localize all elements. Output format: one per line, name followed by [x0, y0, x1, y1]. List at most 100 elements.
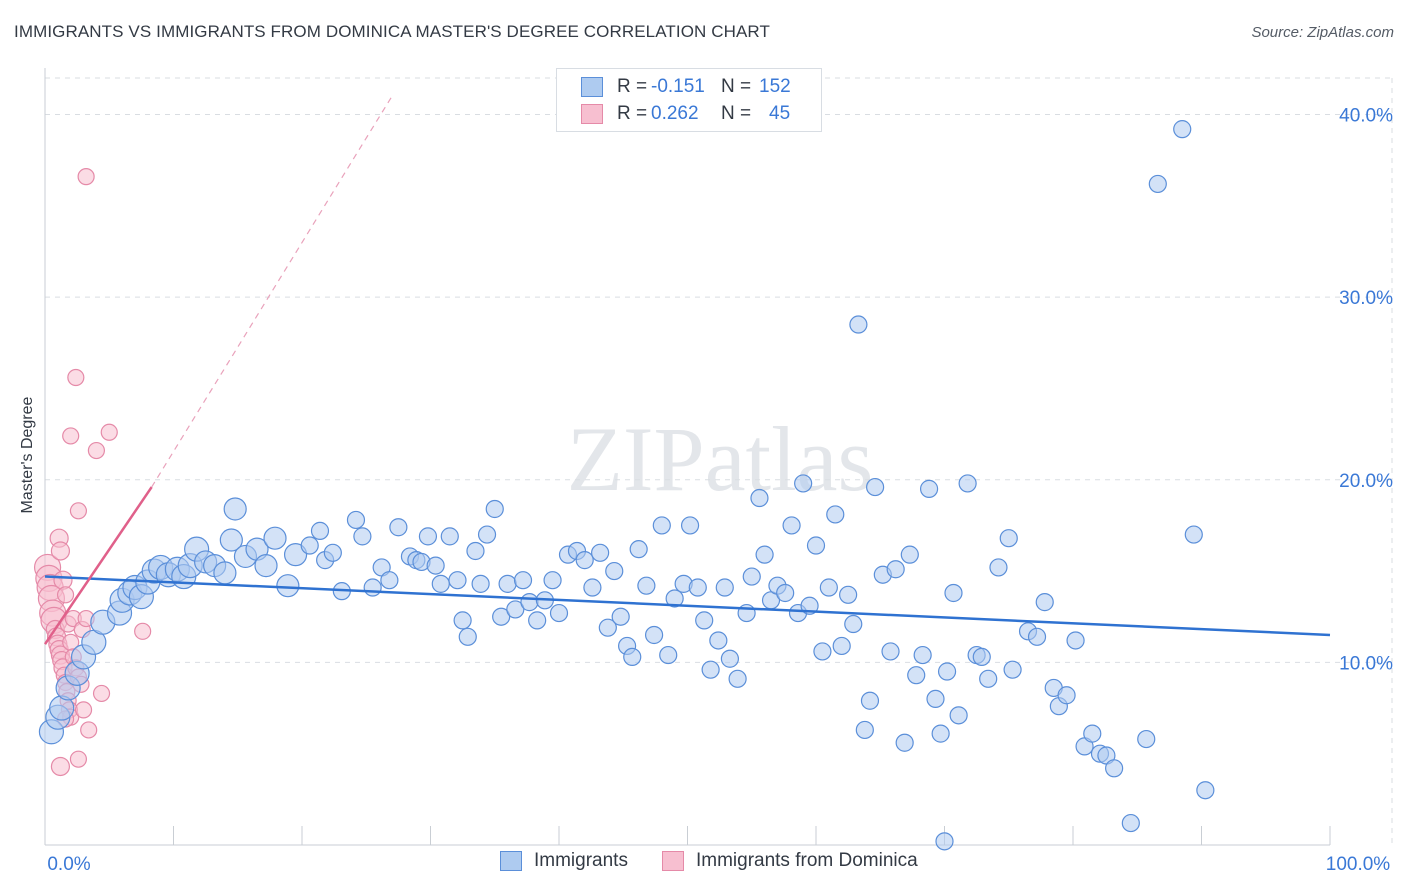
immigrants-point [448, 571, 467, 590]
immigrants-point [701, 660, 720, 679]
immigrants-point [466, 541, 485, 561]
immigrants-point [794, 474, 813, 493]
immigrants-point [944, 583, 963, 603]
immigrants-point [881, 642, 900, 661]
legend-n-value: 45 [769, 103, 791, 124]
immigrants-point [659, 645, 678, 665]
series-legend: Immigrants Immigrants from Dominica [500, 850, 952, 872]
immigrants-point [498, 574, 517, 593]
y-tick-label: 30.0% [1339, 288, 1393, 309]
watermark: ZIPatlas [567, 408, 874, 510]
immigrants-point [839, 585, 858, 604]
dominica-point [77, 168, 95, 186]
immigrants-point [276, 574, 300, 598]
immigrants-point [979, 669, 998, 688]
immigrants-point [623, 647, 642, 667]
x-tick-label: 100.0% [1326, 854, 1391, 875]
immigrants-point [782, 516, 801, 535]
tick-labels: 10.0% 20.0% 30.0% 40.0% 0.0% 100.0% [47, 106, 1393, 875]
immigrants-point [776, 583, 795, 603]
x-tick-label: 0.0% [47, 854, 90, 875]
immigrants-point [629, 540, 648, 559]
immigrants-point [989, 558, 1008, 577]
immigrants-point [213, 561, 237, 585]
immigrants-point [728, 669, 747, 688]
dominica-point [100, 423, 118, 441]
legend-item-immigrants[interactable]: Immigrants [500, 850, 628, 872]
axes [44, 68, 1331, 846]
dominica-point [87, 441, 106, 460]
immigrants-point [583, 578, 602, 597]
chart-title: IMMIGRANTS VS IMMIGRANTS FROM DOMINICA M… [14, 22, 770, 41]
immigrants-point [506, 600, 525, 619]
immigrants-point [223, 497, 247, 521]
immigrants-point [680, 516, 700, 535]
legend-r-label: R = [617, 103, 648, 124]
legend-item-dominica[interactable]: Immigrants from Dominica [661, 850, 918, 872]
dominica-point [134, 622, 152, 640]
dominica-point [50, 756, 71, 777]
immigrants-point [855, 720, 874, 740]
dominica-point [67, 368, 85, 387]
immigrants-point [310, 521, 330, 540]
immigrants-point [598, 618, 617, 637]
immigrants-point [513, 571, 533, 590]
y-tick-label: 40.0% [1339, 106, 1393, 127]
immigrants-point [860, 691, 880, 710]
immigrants-point [591, 543, 610, 562]
immigrants-point [1184, 525, 1203, 544]
dominica-trend-extension [151, 95, 393, 488]
immigrants-point [665, 589, 684, 608]
immigrants-point [709, 631, 728, 650]
trend-lines [43, 95, 1331, 645]
immigrants-point [720, 649, 740, 668]
immigrants-point [844, 614, 863, 634]
legend-row-dominica: R = 0.262 N = 45 [581, 102, 790, 126]
immigrants-point [389, 518, 408, 537]
immigrants-point [353, 527, 372, 546]
immigrants-point [300, 536, 319, 555]
immigrants-point [935, 832, 954, 851]
immigrants-point [1173, 120, 1192, 139]
dominica-point [50, 541, 71, 561]
dominica-point [69, 502, 88, 520]
immigrants-point [644, 625, 664, 645]
immigrants-point [652, 516, 671, 535]
immigrants-point [283, 543, 308, 567]
legend-swatch-pink [661, 851, 684, 871]
immigrants-point [1035, 593, 1054, 612]
immigrants-point [485, 499, 504, 519]
immigrants-point [813, 642, 832, 661]
immigrants-point [742, 567, 761, 586]
immigrants-point [819, 578, 838, 597]
legend-n-value: 152 [759, 76, 791, 97]
immigrants-point [543, 571, 562, 590]
immigrants-point [1148, 174, 1167, 194]
immigrants-point [826, 505, 845, 524]
immigrants-point [688, 578, 707, 597]
legend-label-dominica: Immigrants from Dominica [695, 850, 918, 871]
correlation-legend: R = -0.151 N = 152 R = 0.262 N = 45 [556, 68, 822, 132]
immigrants-point [263, 526, 287, 550]
immigrants-point [750, 488, 769, 508]
immigrants-point [1027, 627, 1047, 646]
dominica-points [33, 168, 152, 777]
legend-row-immigrants: R = -0.151 N = 152 [581, 75, 791, 99]
immigrants-point [471, 574, 490, 593]
immigrants-point [346, 510, 366, 530]
immigrants-point [453, 611, 472, 630]
source-label: Source: ZipAtlas.com [1251, 24, 1394, 41]
immigrants-point [1083, 724, 1102, 743]
immigrants-point [900, 545, 919, 564]
immigrants-point [323, 543, 342, 562]
immigrants-point [477, 525, 497, 544]
immigrants-point [937, 662, 957, 681]
immigrants-point [1196, 781, 1215, 800]
legend-swatch-blue [581, 77, 603, 97]
immigrants-point [219, 528, 243, 552]
immigrants-point [520, 593, 539, 612]
immigrants-point [886, 560, 905, 579]
immigrants-point [919, 479, 939, 498]
immigrants-point [866, 477, 885, 497]
dominica-point [74, 701, 93, 719]
